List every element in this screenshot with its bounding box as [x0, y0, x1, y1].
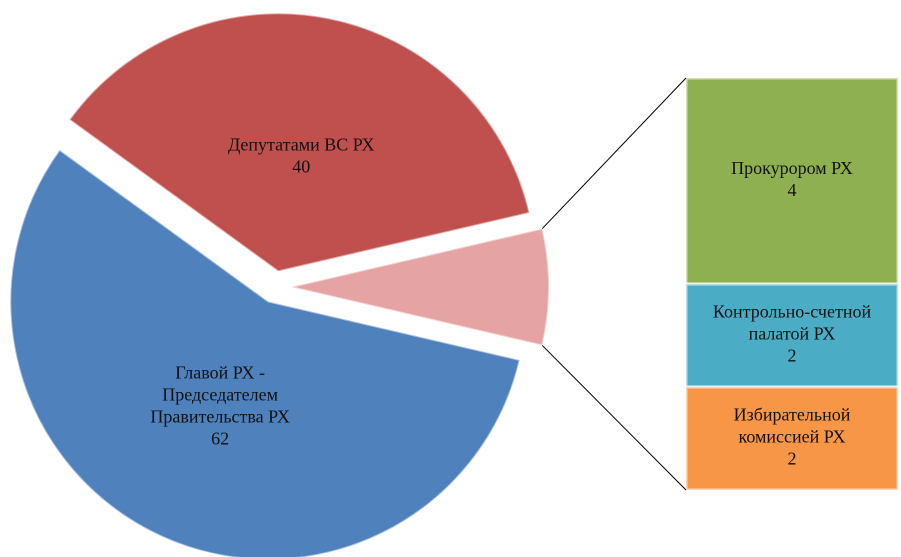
slice-label: Депутатами ВС РХ [228, 135, 375, 155]
slice-value: 40 [292, 157, 310, 177]
slice-label: Главой РХ -Председателем Правительства РХ [150, 362, 290, 426]
slice-value: 62 [211, 428, 229, 448]
bar-label: Контрольно-счетной палатой РХ [713, 302, 872, 344]
bar-value: 2 [788, 346, 797, 366]
pie-slice [9, 148, 521, 557]
bar-value: 4 [788, 180, 797, 200]
bar-segment [684, 385, 900, 492]
bar-value: 2 [788, 449, 797, 469]
connector [541, 345, 687, 491]
bar-label: Прокурором РХ [731, 158, 853, 178]
other-slice [290, 227, 550, 347]
bar-segment [684, 76, 900, 286]
bar-label: Избирательной комиссией РХ [734, 405, 851, 447]
pie-slice [68, 12, 531, 273]
connector [541, 77, 687, 229]
